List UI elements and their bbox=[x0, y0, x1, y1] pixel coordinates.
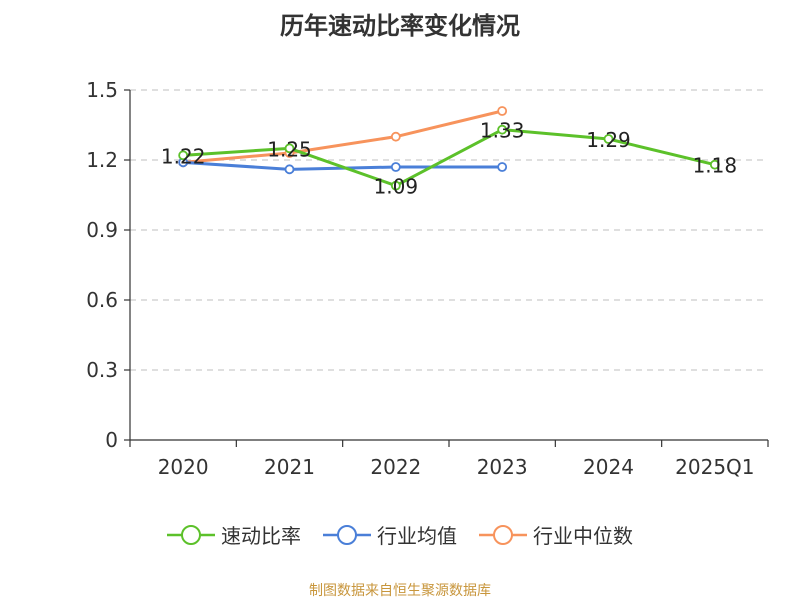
legend-label: 速动比率 bbox=[221, 524, 301, 548]
x-tick-label: 2023 bbox=[477, 455, 528, 479]
series-line bbox=[183, 128, 716, 188]
data-point[interactable] bbox=[390, 131, 401, 142]
y-tick-label: 1.5 bbox=[86, 78, 118, 102]
legend: 速动比率 行业均值 行业中位数 bbox=[0, 520, 800, 549]
data-point[interactable] bbox=[709, 159, 720, 170]
x-tick-label: 2024 bbox=[583, 455, 634, 479]
series-line bbox=[183, 109, 503, 164]
data-point[interactable] bbox=[497, 106, 508, 116]
x-tick-label: 2025Q1 bbox=[675, 455, 754, 479]
legend-marker-icon bbox=[323, 524, 371, 545]
legend-item[interactable]: 速动比率 bbox=[167, 520, 301, 549]
source-note: 制图数据来自恒生聚源数据库 bbox=[309, 583, 491, 599]
legend-label: 行业均值 bbox=[377, 524, 457, 548]
data-point[interactable] bbox=[284, 164, 295, 175]
legend-label: 行业中位数 bbox=[533, 524, 633, 548]
data-label: 1.22 bbox=[161, 144, 206, 168]
x-tick-label: 2020 bbox=[158, 455, 209, 479]
data-label: 1.09 bbox=[374, 175, 419, 199]
legend-marker-icon bbox=[167, 524, 215, 545]
data-point[interactable] bbox=[284, 143, 295, 154]
y-tick-label: 0.3 bbox=[86, 358, 118, 382]
legend-item[interactable]: 行业均值 bbox=[323, 520, 457, 549]
data-label: 1.33 bbox=[480, 119, 525, 143]
chart-title: 历年速动比率变化情况 bbox=[280, 12, 520, 40]
legend-marker-icon bbox=[479, 524, 527, 545]
data-point[interactable] bbox=[390, 162, 401, 172]
legend-item[interactable]: 行业中位数 bbox=[479, 520, 633, 549]
data-point[interactable] bbox=[603, 134, 614, 144]
y-tick-label: 0.6 bbox=[86, 288, 118, 312]
data-label: 1.25 bbox=[267, 137, 312, 161]
y-tick-label: 0.9 bbox=[86, 218, 118, 242]
data-label: 1.29 bbox=[586, 128, 631, 152]
data-point[interactable] bbox=[178, 150, 189, 161]
data-label: 1.18 bbox=[693, 154, 738, 178]
x-tick-label: 2021 bbox=[264, 455, 315, 479]
data-point[interactable] bbox=[390, 180, 401, 191]
y-tick-label: 0 bbox=[105, 428, 118, 452]
y-tick-label: 1.2 bbox=[86, 148, 118, 172]
x-tick-label: 2022 bbox=[370, 455, 421, 479]
data-point[interactable] bbox=[497, 124, 508, 135]
data-point[interactable] bbox=[497, 162, 508, 172]
